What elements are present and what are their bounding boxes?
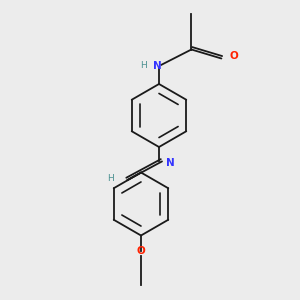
Text: N: N xyxy=(153,61,162,71)
Text: H: H xyxy=(108,174,114,183)
Text: O: O xyxy=(136,246,146,256)
Text: N: N xyxy=(166,158,175,168)
Text: O: O xyxy=(230,51,238,61)
Text: H: H xyxy=(140,61,147,70)
